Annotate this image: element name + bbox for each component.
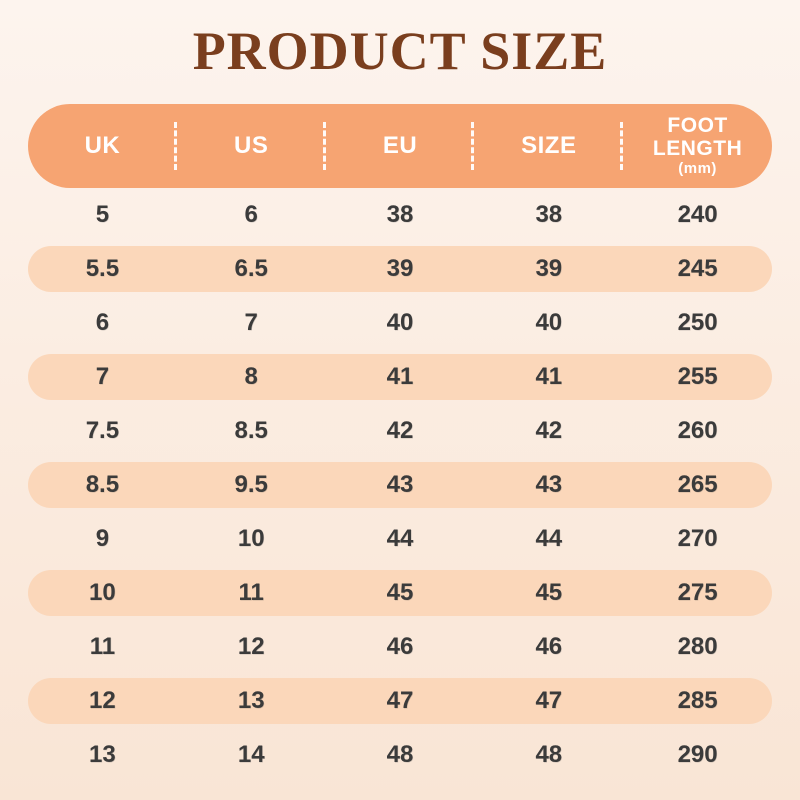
header-cell-foot-length: FOOT LENGTH (mm) [623, 104, 772, 188]
table-row: 10 11 45 45 275 [28, 570, 772, 616]
table-cell: 265 [677, 471, 718, 498]
header-cell-uk: UK [28, 104, 177, 188]
table-cell: 12 [237, 633, 265, 660]
table-row: 12 13 47 47 285 [28, 678, 772, 724]
table-cell: 10 [89, 579, 116, 606]
table-cell: 7 [244, 309, 258, 336]
table-cell: 39 [535, 255, 563, 282]
table-cell: 255 [677, 363, 718, 390]
table-cell: 285 [677, 687, 718, 714]
table-cell: 38 [386, 201, 414, 228]
table-cell: 46 [535, 633, 563, 660]
table-cell: 14 [237, 741, 265, 768]
table-cell: 43 [386, 471, 414, 498]
table-cell: 8 [244, 363, 258, 390]
table-cell: 11 [238, 579, 264, 606]
page-title: PRODUCT SIZE [192, 21, 608, 81]
table-cell: 240 [677, 201, 718, 228]
table-cell: 270 [677, 525, 718, 552]
table-cell: 38 [535, 201, 563, 228]
table-body: 5 6 38 38 240 5.5 6.5 39 39 245 6 7 40 40 250 7 8 41 41 255… [28, 188, 772, 778]
table-cell: 42 [386, 417, 414, 444]
table-row: 8.5 9.5 43 43 265 [28, 462, 772, 508]
table-cell: 5 [95, 201, 110, 228]
table-row: 13 14 48 48 290 [28, 732, 772, 778]
table-cell: 41 [386, 363, 414, 390]
table-cell: 41 [535, 363, 563, 390]
table-cell: 250 [677, 309, 718, 336]
table-cell: 46 [386, 633, 414, 660]
header-label-eu: EU [382, 131, 418, 159]
table-cell: 44 [535, 525, 563, 552]
header-label-us: US [234, 131, 269, 159]
table-cell: 10 [237, 525, 265, 552]
table-cell: 44 [386, 525, 414, 552]
table-cell: 8.5 [85, 471, 120, 498]
table-cell: 39 [386, 255, 414, 282]
table-cell: 7 [95, 363, 110, 390]
table-cell: 47 [535, 687, 563, 714]
header-label-foot-length: FOOT LENGTH [652, 114, 743, 161]
table-cell: 40 [386, 309, 414, 336]
table-row: 5 6 38 38 240 [28, 192, 772, 238]
header-cell-eu: EU [326, 104, 475, 188]
table-row: 9 10 44 44 270 [28, 516, 772, 562]
table-cell: 290 [677, 741, 718, 768]
table-cell: 245 [677, 255, 718, 282]
header-cell-size: SIZE [474, 104, 623, 188]
table-cell: 9.5 [234, 471, 268, 498]
table-cell: 6 [95, 309, 110, 336]
table-cell: 45 [535, 579, 563, 606]
table-cell: 6 [244, 201, 258, 228]
table-cell: 42 [535, 417, 563, 444]
table-cell: 45 [386, 579, 414, 606]
table-cell: 275 [677, 579, 718, 606]
header-label-size: SIZE [521, 131, 577, 159]
table-cell: 7.5 [85, 417, 120, 444]
table-cell: 47 [386, 687, 414, 714]
table-row: 6 7 40 40 250 [28, 300, 772, 346]
table-cell: 13 [89, 741, 116, 768]
table-cell: 48 [386, 741, 414, 768]
table-row: 7 8 41 41 255 [28, 354, 772, 400]
table-cell: 48 [535, 741, 563, 768]
table-row: 11 12 46 46 280 [28, 624, 772, 670]
table-cell: 40 [535, 309, 563, 336]
table-cell: 9 [95, 525, 110, 552]
table-row: 7.5 8.5 42 42 260 [28, 408, 772, 454]
table-cell: 5.5 [85, 255, 120, 282]
table-cell: 260 [677, 417, 718, 444]
table-cell: 8.5 [234, 417, 268, 444]
size-table: UK US EU SIZE FOOT LENGTH (mm) 5 6 38 38 240… [28, 104, 772, 778]
table-cell: 43 [535, 471, 563, 498]
header-label-uk: UK [84, 131, 121, 159]
table-cell: 280 [677, 633, 718, 660]
header-label-foot-length-unit: (mm) [678, 160, 717, 178]
table-cell: 13 [237, 687, 265, 714]
table-cell: 12 [89, 687, 116, 714]
table-header-row: UK US EU SIZE FOOT LENGTH (mm) [28, 104, 772, 188]
table-row: 5.5 6.5 39 39 245 [28, 246, 772, 292]
table-cell: 6.5 [234, 255, 268, 282]
table-cell: 11 [89, 633, 116, 660]
header-cell-us: US [177, 104, 326, 188]
